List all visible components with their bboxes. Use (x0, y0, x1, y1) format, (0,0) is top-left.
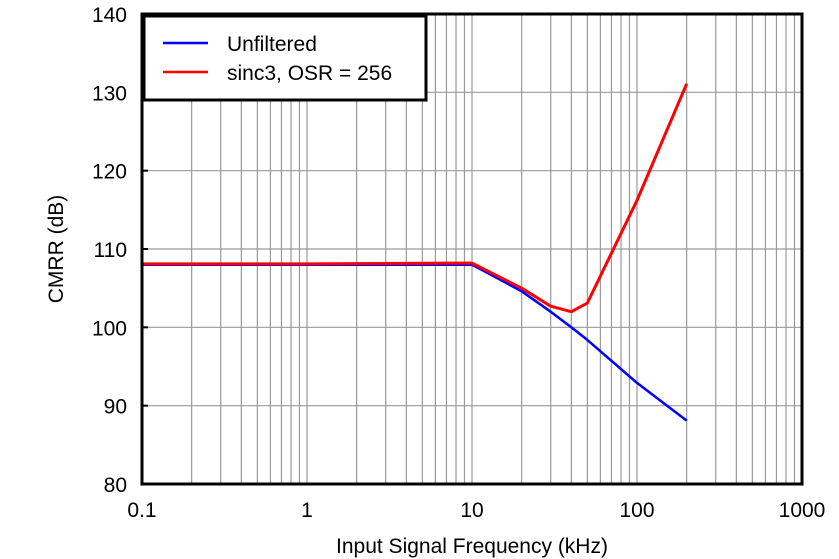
y-tick-label: 140 (92, 4, 127, 27)
x-tick-label: 0.1 (127, 499, 156, 522)
y-tick-label: 130 (92, 82, 127, 105)
x-tick-label: 1 (301, 499, 313, 522)
legend: Unfiltered sinc3, OSR = 256 (142, 14, 428, 102)
data-series (142, 83, 689, 422)
y-tick-label: 110 (94, 239, 127, 262)
x-tick-label: 1000 (779, 499, 826, 522)
y-axis-title: CMRR (dB) (45, 195, 68, 304)
legend-label-unfiltered: Unfiltered (227, 33, 317, 56)
x-axis-ticks: 0.1 1 10 100 1000 (127, 499, 825, 522)
y-tick-label: 120 (92, 161, 127, 184)
x-axis-title: Input Signal Frequency (kHz) (336, 535, 608, 558)
x-tick-label: 10 (460, 499, 483, 522)
legend-box (142, 14, 428, 102)
y-tick-label: 90 (104, 396, 127, 419)
series-line-sinc3 (142, 83, 689, 314)
legend-label-sinc3: sinc3, OSR = 256 (227, 62, 392, 85)
y-axis-ticks: 80 90 100 110 120 130 140 (92, 4, 148, 497)
y-tick-label: 100 (92, 317, 127, 340)
series-line-unfiltered (142, 263, 688, 422)
x-tick-label: 100 (619, 499, 654, 522)
y-tick-label: 80 (104, 474, 127, 497)
